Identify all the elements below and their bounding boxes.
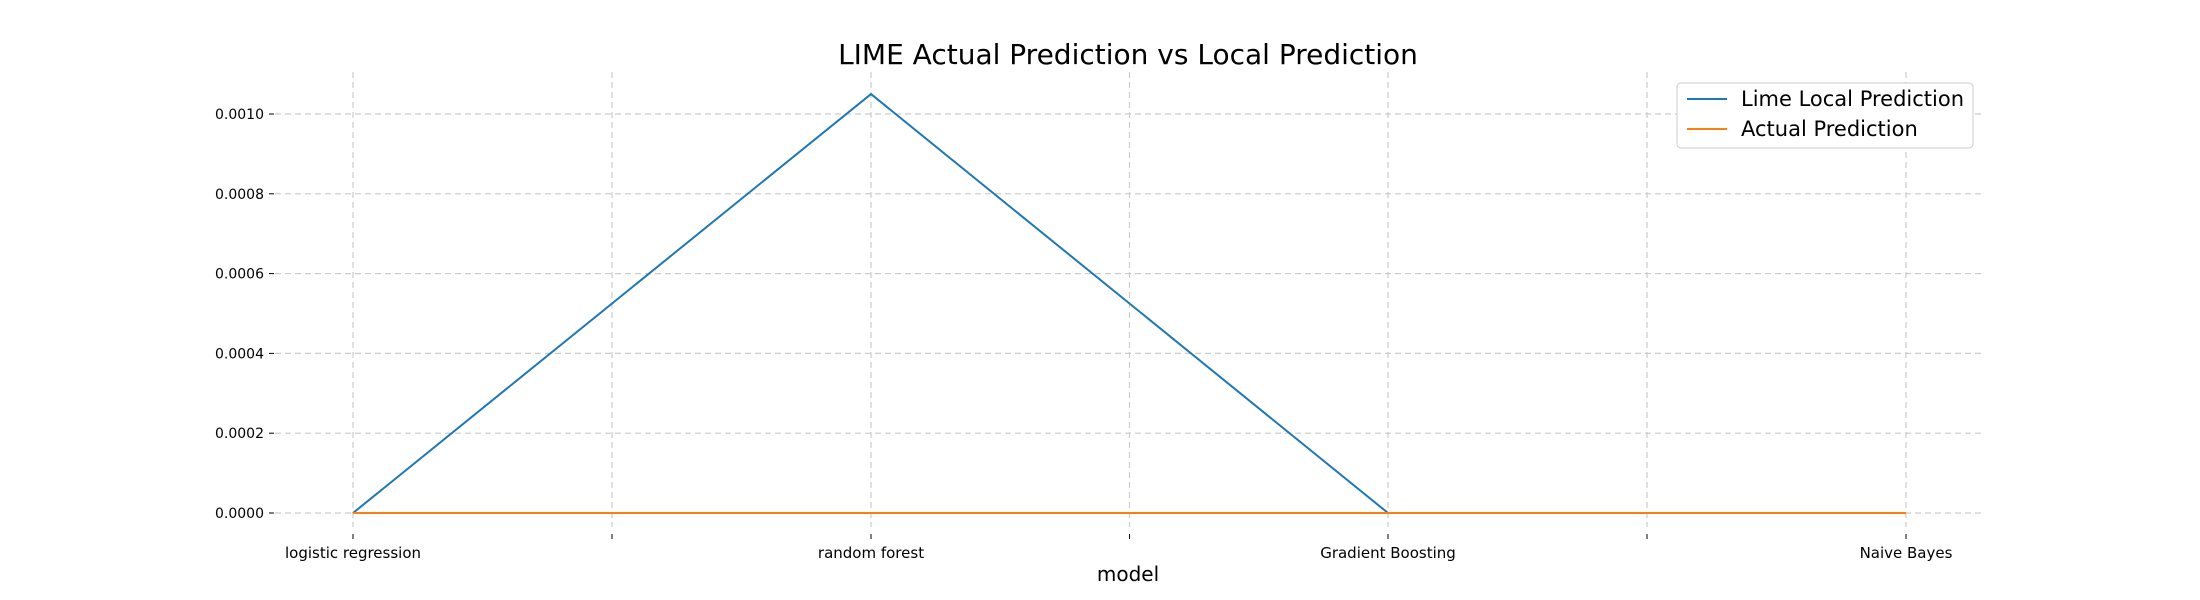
series-layer (352, 92, 1907, 514)
legend-label-actual: Actual Prediction (1741, 117, 1918, 141)
x-axis-label: model (1097, 562, 1159, 586)
y-axis: 0.0000 0.0002 0.0004 0.0006 0.0008 0.0010 (215, 107, 274, 522)
y-tick-label: 0.0006 (215, 267, 264, 283)
chart-title: LIME Actual Prediction vs Local Predicti… (838, 38, 1418, 71)
x-tick-label: Gradient Boosting (1320, 544, 1456, 562)
legend-label-lime-local: Lime Local Prediction (1741, 87, 1964, 111)
y-tick-label: 0.0004 (215, 346, 264, 362)
legend: Lime Local Prediction Actual Prediction (1676, 82, 1974, 149)
y-tick-label: 0.0008 (215, 187, 264, 203)
y-tick-label: 0.0000 (215, 506, 264, 522)
legend-frame (1676, 82, 1974, 149)
y-tick-label: 0.0002 (215, 426, 264, 442)
x-tick-label: random forest (818, 544, 924, 562)
x-axis: logistic regression random forest Gradient… (285, 534, 1953, 562)
x-tick-label: Naive Bayes (1860, 544, 1953, 562)
x-tick-label: logistic regression (285, 544, 421, 562)
y-tick-label: 0.0010 (215, 107, 264, 123)
